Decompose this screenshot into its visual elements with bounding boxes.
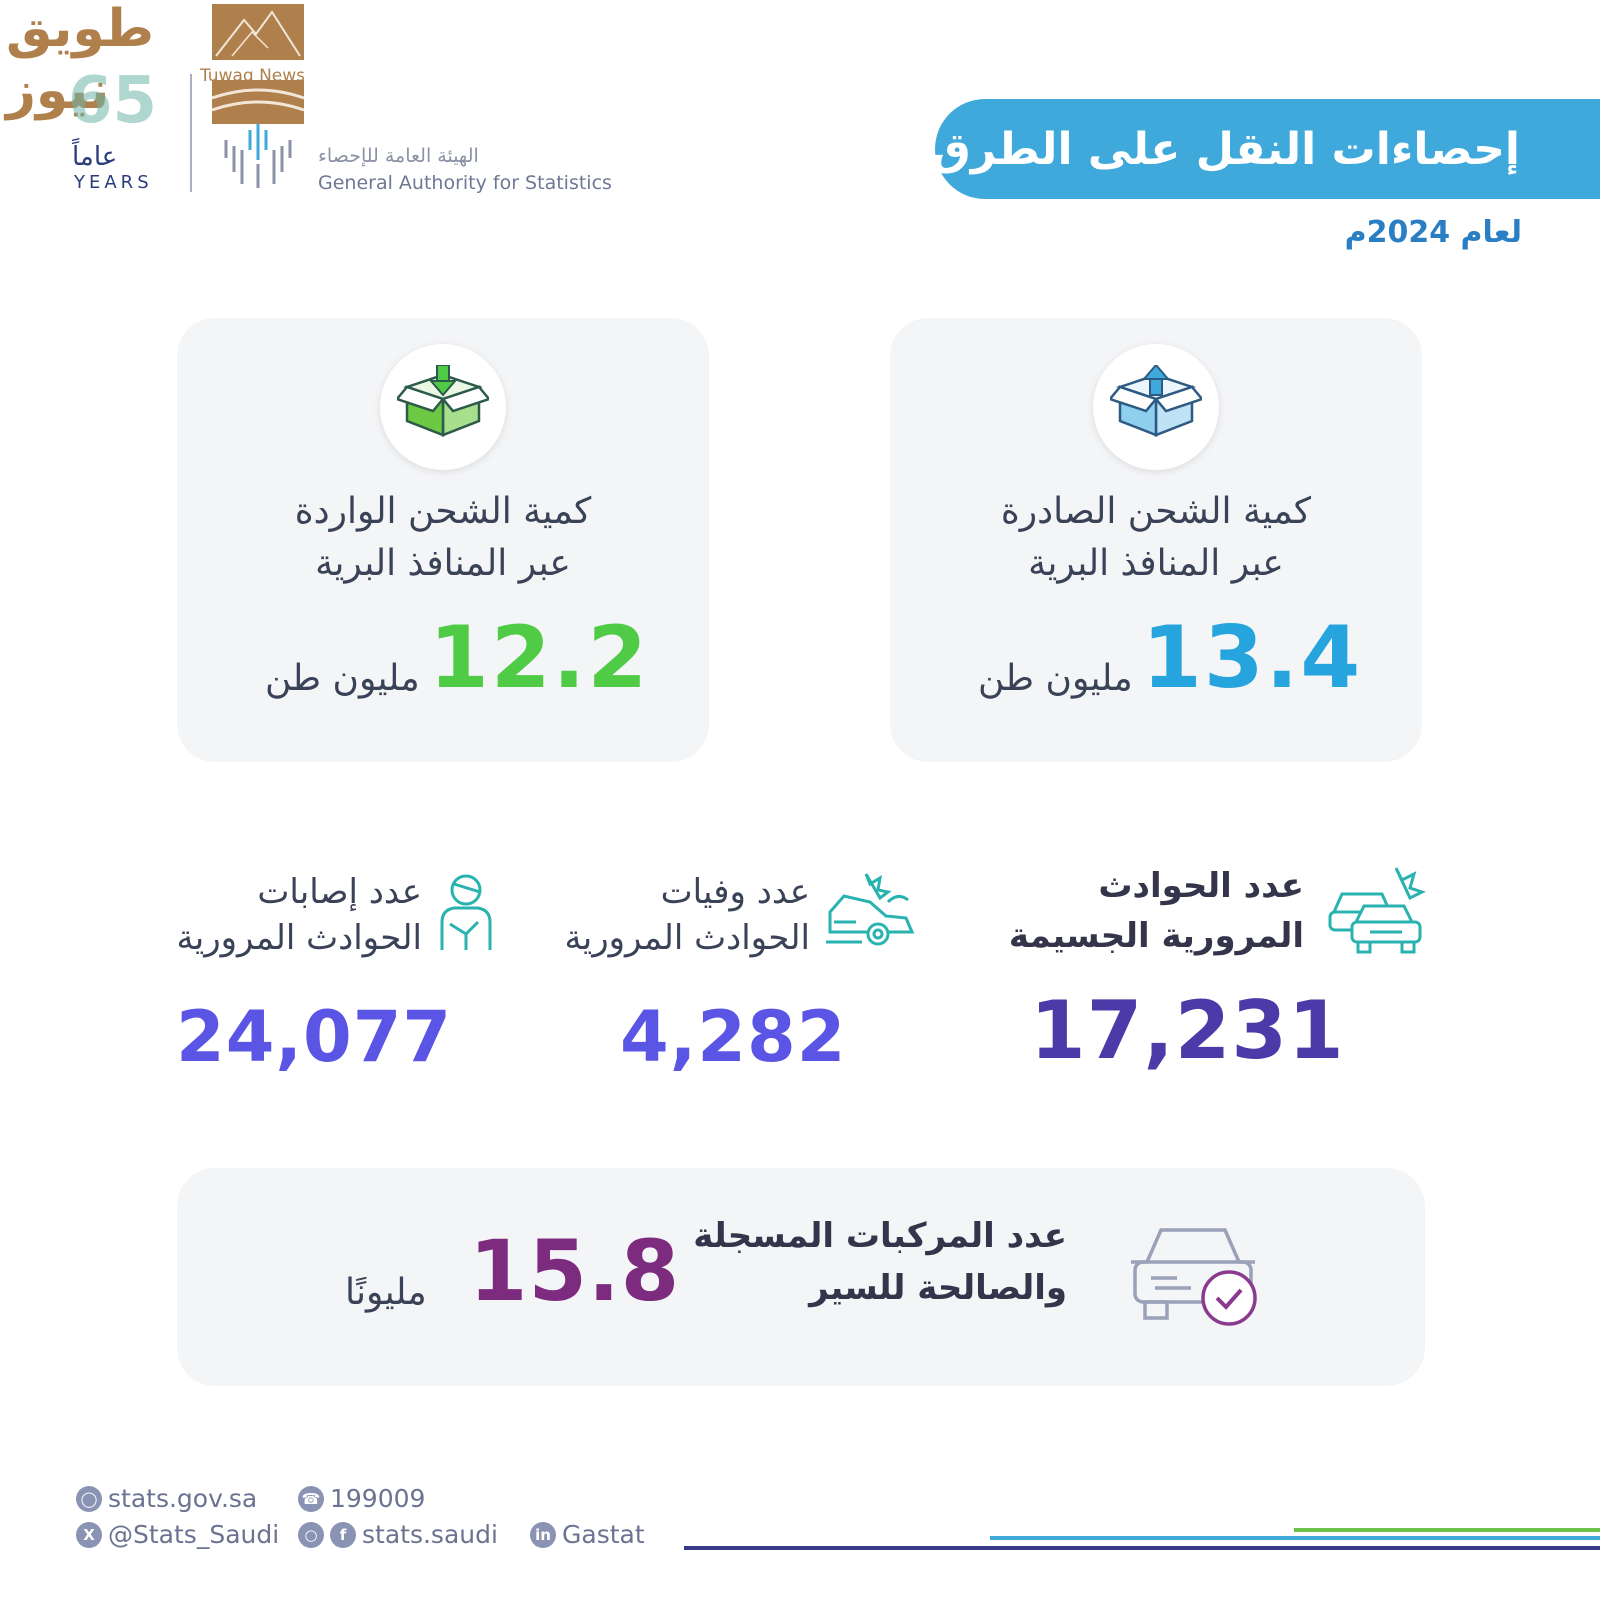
box-import-icon [380,344,506,470]
incoming-shipping-card: كمية الشحن الواردة عبر المنافذ البرية 12… [177,318,709,762]
footer-line-blue [990,1536,1600,1540]
linkedin-icon: in [530,1521,556,1548]
outgoing-value: 13.4 [1142,608,1363,708]
footer-phone[interactable]: ☎ 199009 [298,1484,425,1513]
incoming-value: 12.2 [429,608,650,708]
accidents-label-line1: عدد الحوادث [1098,866,1304,906]
instagram-icon: ○ [298,1521,324,1548]
footer-social[interactable]: ○ f stats.saudi [298,1520,498,1549]
deaths-label-line2: الحوادث المرورية [564,918,810,958]
incoming-label-line2: عبر المنافذ البرية [315,543,571,584]
title-banner [935,99,1600,199]
mountain-logo-icon [212,4,304,60]
injuries-value: 24,077 [176,996,453,1078]
injuries-label-line1: عدد إصابات [257,872,422,912]
footer-linkedin[interactable]: in Gastat [530,1520,645,1549]
vehicles-label-line1: عدد المركبات المسجلة [693,1216,1067,1256]
outgoing-shipping-card: كمية الشحن الصادرة عبر المنافذ البرية 13… [890,318,1422,762]
logo-divider [190,74,192,192]
footer-website[interactable]: ◯ stats.gov.sa [76,1484,257,1513]
phone-label: 199009 [330,1484,426,1513]
registered-vehicles-card: عدد المركبات المسجلة والصالحة للسير 15.8… [177,1168,1425,1386]
facebook-icon: f [330,1521,356,1548]
injuries-label-line2: الحوادث المرورية [176,918,422,958]
injured-person-icon [440,874,492,950]
authority-name-en: General Authority for Statistics [318,172,612,194]
deaths-label-line1: عدد وفيات [660,872,810,912]
page-subtitle-year: لعام 2024م [1344,215,1522,250]
car-crash-icon [1328,867,1426,954]
vehicles-value: 15.8 [469,1222,681,1320]
twitter-label: @Stats_Saudi [108,1520,280,1549]
deaths-value: 4,282 [620,996,847,1078]
outgoing-label-line1: كمية الشحن الصادرة [1000,491,1312,532]
crashed-car-icon [826,873,915,946]
vehicles-label-line2: والصالحة للسير [809,1268,1067,1308]
social-label: stats.saudi [362,1520,498,1549]
x-twitter-icon: X [76,1521,102,1548]
outgoing-unit: مليون طن [978,658,1133,699]
footer-twitter[interactable]: X @Stats_Saudi [76,1520,279,1549]
years-ar: عاماً [72,142,118,172]
page-title: إحصاءات النقل على الطرق [931,124,1520,175]
authority-name-ar: الهيئة العامة للإحصاء [318,145,479,167]
incoming-label-line1: كمية الشحن الواردة [294,491,592,532]
years-number: 65 [68,64,158,138]
footer-line-navy [684,1546,1600,1550]
gastat-logo-icon [212,80,305,188]
globe-icon: ◯ [76,1485,102,1512]
accidents-value: 17,231 [1030,984,1345,1077]
vehicles-unit: مليونًا [345,1272,427,1313]
car-check-icon [1131,1228,1257,1326]
website-label: stats.gov.sa [108,1484,258,1513]
tuwaiq-title-line1: طويق [6,0,154,59]
box-export-icon [1093,344,1219,470]
phone-icon: ☎ [298,1485,324,1512]
outgoing-label-line2: عبر المنافذ البرية [1028,543,1284,584]
years-en: YEARS [74,172,153,193]
incoming-unit: مليون طن [265,658,420,699]
tuwaiq-title-line2: نيوز [6,61,110,121]
accidents-label-line2: المرورية الجسيمة [1008,916,1304,956]
footer-line-green [1294,1528,1600,1532]
linkedin-label: Gastat [562,1520,645,1549]
